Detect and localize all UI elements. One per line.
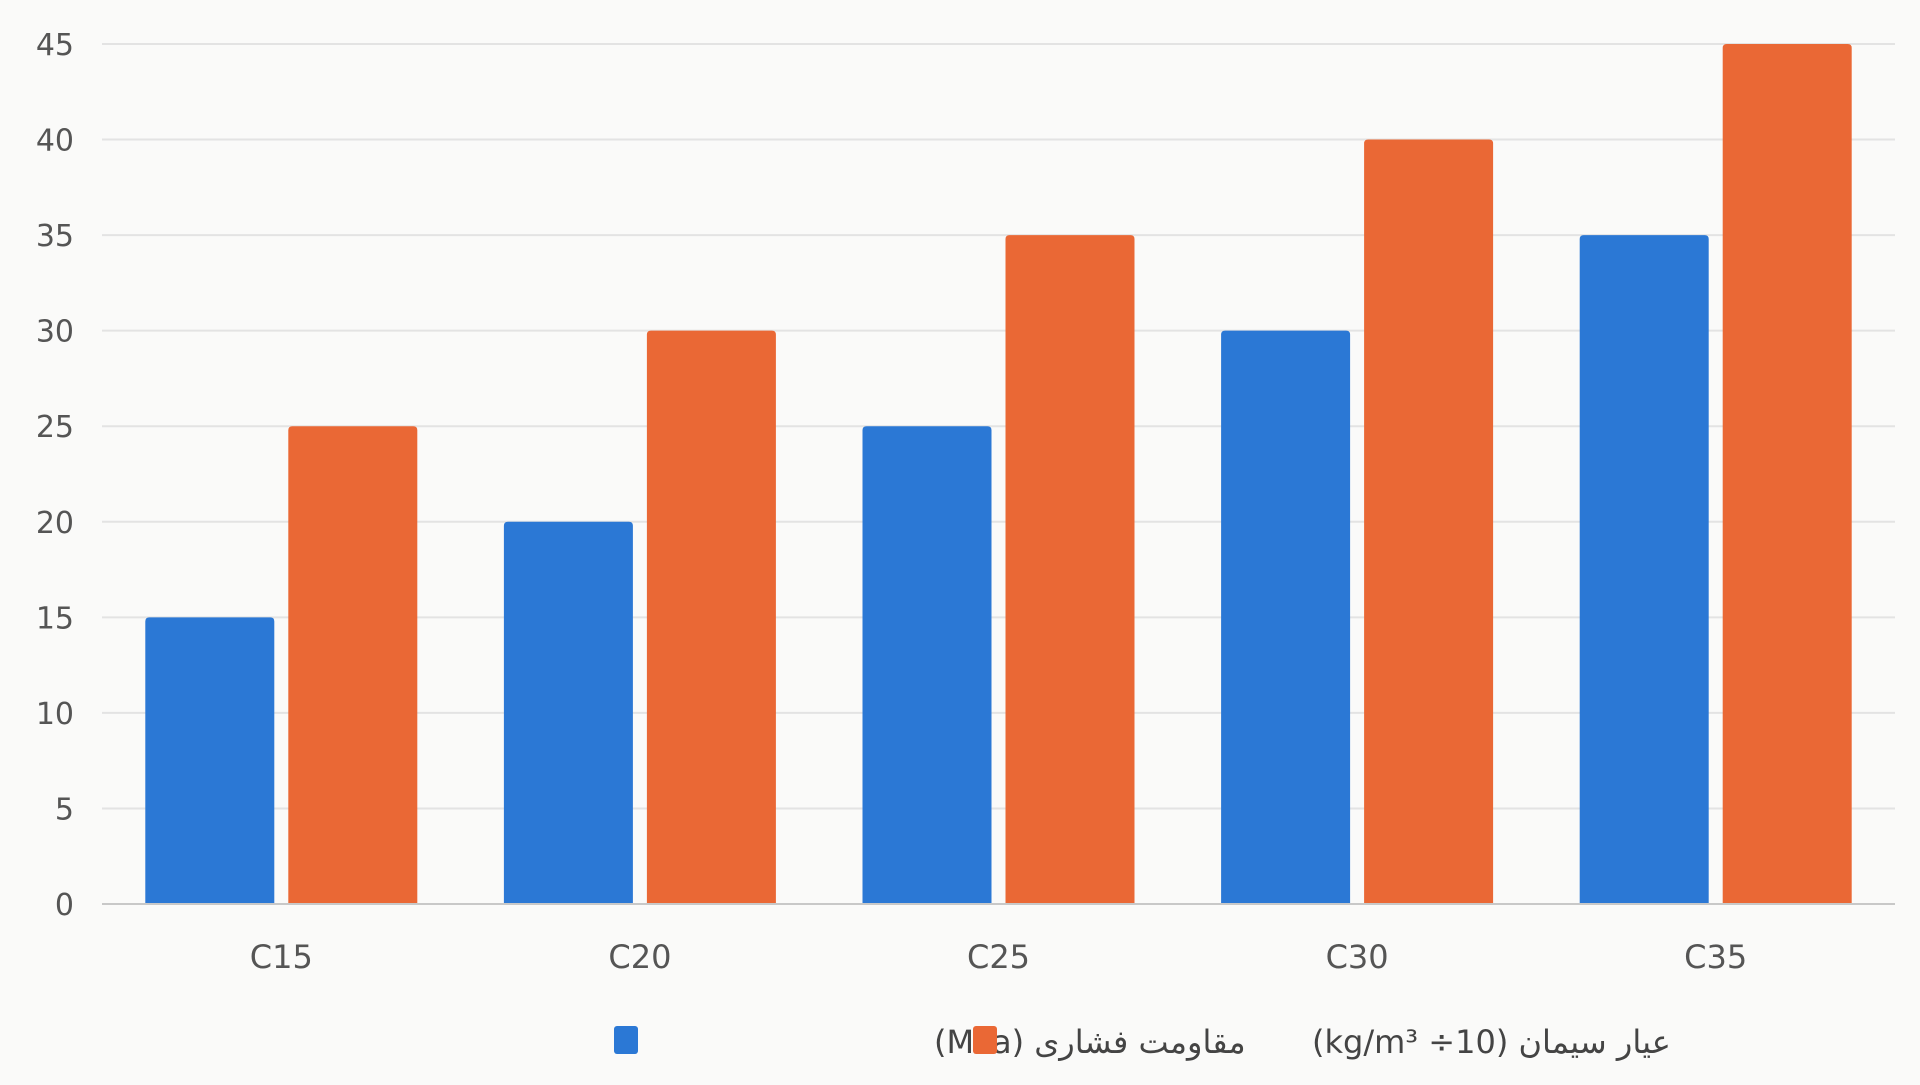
legend-swatch bbox=[973, 1026, 997, 1054]
bar-c25-series-2[interactable] bbox=[1005, 235, 1135, 905]
legend-item-series-1[interactable]: مقاومت فشاری (MPa) bbox=[614, 1023, 1246, 1061]
y-tick-label: 10 bbox=[36, 697, 74, 732]
bar-c30-series-2[interactable] bbox=[1364, 139, 1494, 905]
x-tick-label: C15 bbox=[250, 938, 313, 976]
y-tick-label: 20 bbox=[36, 506, 74, 541]
x-axis-ticks: C15 C20 C25 C30 C35 bbox=[250, 938, 1747, 976]
legend-item-series-2[interactable]: عیار سیمان (kg/m³ ÷10) bbox=[973, 1023, 1671, 1061]
y-tick-label: 5 bbox=[55, 792, 74, 827]
bar-c35-series-1[interactable] bbox=[1579, 235, 1709, 905]
y-tick-label: 15 bbox=[36, 601, 74, 636]
bar-c35-series-2[interactable] bbox=[1722, 44, 1852, 904]
legend: مقاومت فشاری (MPa) عیار سیمان (kg/m³ ÷10) bbox=[614, 1023, 1671, 1061]
x-tick-label: C30 bbox=[1326, 938, 1389, 976]
y-tick-label: 25 bbox=[36, 410, 74, 445]
bar-c30-series-1[interactable] bbox=[1221, 330, 1351, 905]
bar-c15-series-2[interactable] bbox=[288, 426, 418, 904]
y-tick-label: 45 bbox=[36, 28, 74, 63]
y-tick-label: 30 bbox=[36, 315, 74, 350]
bar-c15-series-1[interactable] bbox=[145, 617, 275, 904]
y-tick-label: 0 bbox=[55, 888, 74, 923]
legend-swatch bbox=[614, 1026, 638, 1054]
x-tick-label: C25 bbox=[967, 938, 1030, 976]
legend-label: عیار سیمان (kg/m³ ÷10) bbox=[1312, 1023, 1671, 1061]
bars bbox=[145, 44, 1852, 905]
y-tick-label: 40 bbox=[36, 124, 74, 159]
x-tick-label: C35 bbox=[1684, 938, 1747, 976]
bar-c20-series-2[interactable] bbox=[646, 330, 776, 905]
y-axis-ticks: 0 5 10 15 20 25 30 35 40 45 bbox=[36, 28, 74, 923]
x-tick-label: C20 bbox=[608, 938, 671, 976]
y-tick-label: 35 bbox=[36, 219, 74, 254]
bar-c25-series-1[interactable] bbox=[862, 426, 992, 904]
bar-c20-series-1[interactable] bbox=[503, 521, 633, 904]
